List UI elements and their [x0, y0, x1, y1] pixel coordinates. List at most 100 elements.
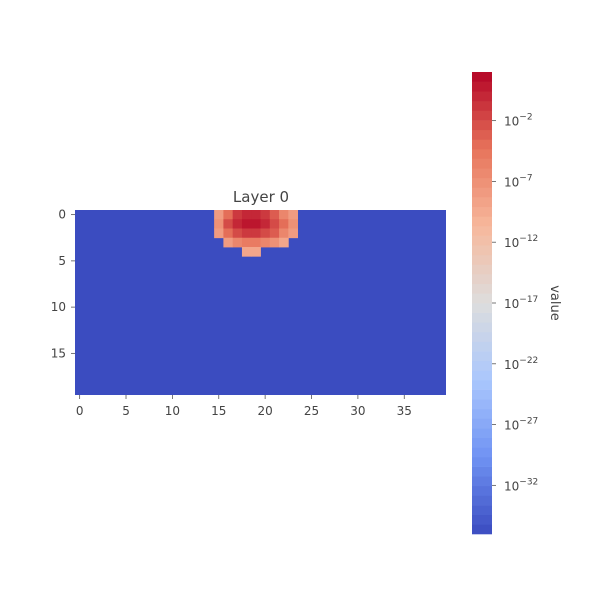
- colorbar-band: [472, 312, 492, 323]
- heatmap-cell: [269, 219, 280, 229]
- colorbar-band: [472, 505, 492, 516]
- colorbar-band: [472, 322, 492, 333]
- colorbar-band: [472, 360, 492, 371]
- colorbar-band: [472, 447, 492, 458]
- colorbar-tick-label: 10−12: [504, 234, 538, 250]
- heatmap-cell: [269, 237, 280, 248]
- heatmap-cell: [214, 210, 224, 220]
- y-tick-label: 15: [51, 346, 66, 360]
- colorbar-tick-label: 10−32: [504, 477, 538, 493]
- heatmap-cell: [288, 210, 298, 220]
- y-tick-label: 5: [58, 254, 66, 268]
- colorbar-band: [472, 206, 492, 217]
- heatmap-cell: [269, 210, 280, 220]
- colorbar-band: [472, 380, 492, 390]
- colorbar-band: [472, 495, 492, 506]
- heatmap-cell: [260, 210, 271, 220]
- colorbar-tick-label: 10−22: [504, 356, 538, 372]
- colorbar-band: [472, 408, 492, 419]
- colorbar-band: [472, 110, 492, 121]
- heatmap-cell: [288, 219, 298, 229]
- heatmap-cell: [241, 247, 252, 257]
- colorbar-band: [472, 428, 492, 439]
- colorbar-label: value: [547, 285, 562, 321]
- colorbar-band: [472, 120, 492, 131]
- heatmap-cell: [241, 219, 252, 229]
- colorbar-band: [472, 254, 492, 265]
- heatmap-cell: [214, 219, 224, 229]
- colorbar-band: [472, 168, 492, 179]
- heatmap-grid: [75, 210, 446, 395]
- colorbar-band: [472, 437, 492, 448]
- colorbar-band: [472, 457, 492, 467]
- y-tick-label: 10: [51, 300, 66, 314]
- heatmap-cell: [241, 228, 252, 239]
- heatmap-cell: [232, 210, 243, 220]
- colorbar-band: [472, 351, 492, 362]
- y-axis: 0 5 10 15: [51, 208, 75, 360]
- colorbar-band: [472, 293, 492, 304]
- y-tick-label: 0: [58, 208, 66, 222]
- heatmap-cell: [241, 237, 252, 248]
- heatmap-cell: [260, 237, 271, 248]
- x-axis: 0 5 10 15 20 25 30 35: [76, 395, 412, 418]
- chart-title: Layer 0: [233, 188, 289, 206]
- colorbar-band: [472, 245, 492, 256]
- heatmap-cell: [241, 210, 252, 220]
- heatmap-cell: [288, 228, 298, 239]
- colorbar-band: [472, 91, 492, 102]
- colorbar-band: [472, 283, 492, 294]
- heatmap-cell: [251, 228, 261, 239]
- colorbar-band: [472, 149, 492, 159]
- colorbar-band: [472, 216, 492, 227]
- x-tick-label: 25: [304, 404, 319, 418]
- colorbar-band: [472, 524, 492, 535]
- heatmap-cell: [232, 237, 243, 248]
- heatmap-cell: [223, 228, 234, 239]
- x-tick-label: 5: [122, 404, 130, 418]
- colorbar-band: [472, 303, 492, 313]
- colorbar-band: [472, 466, 492, 477]
- colorbar-tick-label: 10−17: [504, 295, 538, 311]
- colorbar-band: [472, 177, 492, 188]
- colorbar-band: [472, 226, 492, 236]
- x-tick-label: 30: [350, 404, 365, 418]
- colorbar-band: [472, 331, 492, 342]
- colorbar-band: [472, 81, 492, 92]
- x-tick-label: 35: [397, 404, 412, 418]
- heatmap-cell: [279, 228, 289, 239]
- heatmap-cell: [269, 228, 280, 239]
- colorbar-band: [472, 100, 492, 111]
- colorbar-band: [472, 72, 492, 82]
- heatmap-cell: [251, 237, 261, 248]
- heatmap-cell: [251, 247, 261, 257]
- colorbar-band: [472, 235, 492, 246]
- colorbar-band: [472, 370, 492, 381]
- colorbar-tick-label: 10−2: [504, 113, 533, 129]
- heatmap-cell: [251, 219, 261, 229]
- heatmap-cell: [223, 237, 234, 248]
- colorbar-band: [472, 158, 492, 169]
- heatmap-cell: [214, 228, 224, 239]
- heatmap-cell: [232, 228, 243, 239]
- heatmap-cell: [260, 219, 271, 229]
- x-tick-label: 0: [76, 404, 84, 418]
- colorbar-band: [472, 129, 492, 140]
- colorbar-band: [472, 274, 492, 285]
- colorbar-band: [472, 485, 492, 496]
- colorbar-band: [472, 476, 492, 487]
- colorbar-tick-label: 10−7: [504, 173, 533, 189]
- heatmap-cell: [223, 210, 234, 220]
- x-tick-label: 10: [165, 404, 180, 418]
- heatmap-cell: [223, 219, 234, 229]
- colorbar-band: [472, 514, 492, 525]
- colorbar-band: [472, 187, 492, 198]
- colorbar-band: [472, 197, 492, 208]
- colorbar-band: [472, 418, 492, 429]
- colorbar-band: [472, 139, 492, 150]
- colorbar-band: [472, 389, 492, 400]
- colorbar-band: [472, 399, 492, 410]
- heatmap-cell: [251, 210, 261, 220]
- colorbar: 10−2 10−7 10−12 10−17 10−22 10−27 10−32: [472, 72, 538, 535]
